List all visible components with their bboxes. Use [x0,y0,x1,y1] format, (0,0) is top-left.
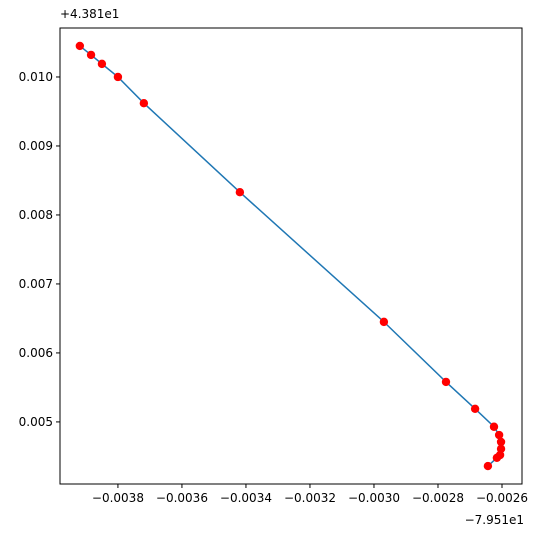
marker [492,453,502,462]
y-tick-label: 0.009 [19,139,53,153]
x-tick-label: −0.0028 [412,491,464,505]
x-offset-label: −7.951e1 [465,513,524,527]
marker [75,41,85,51]
x-tick-label: −0.0026 [476,491,528,505]
marker [139,98,149,108]
y-offset-label: +4.381e1 [60,7,119,21]
x-tick-label: −0.0036 [156,491,208,505]
marker [496,444,506,454]
marker [235,187,245,197]
y-tick-label: 0.007 [19,277,53,291]
marker [379,317,389,327]
x-tick-label: −0.0038 [92,491,144,505]
y-tick-label: 0.006 [19,346,53,360]
marker [494,430,504,440]
marker [86,50,96,60]
y-tick-label: 0.010 [19,70,53,84]
y-tick-label: 0.008 [19,208,53,222]
x-tick-label: −0.0034 [220,491,272,505]
marker [489,422,499,431]
marker [441,377,451,387]
marker [470,404,480,414]
marker [496,437,506,447]
plot-frame [59,27,523,485]
marker [483,461,493,471]
line [79,45,502,467]
marker [97,59,107,69]
x-tick-label: −0.0030 [348,491,400,505]
x-tick-label: −0.0032 [284,491,336,505]
marker [113,72,123,82]
y-tick-label: 0.005 [19,415,53,429]
